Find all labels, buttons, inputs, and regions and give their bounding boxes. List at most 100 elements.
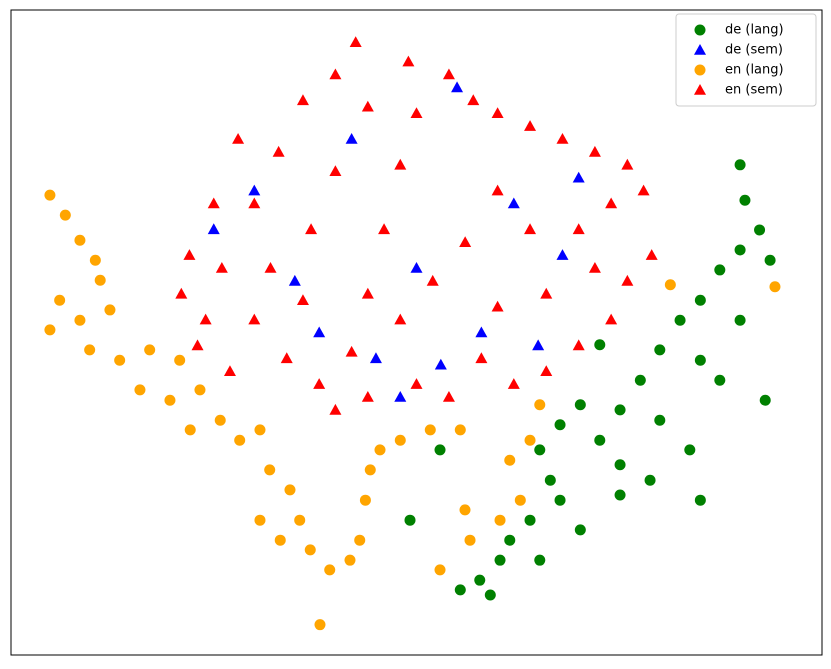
- triangle-point: [442, 391, 455, 402]
- circle-point: [769, 281, 781, 293]
- circle-point: [614, 404, 626, 416]
- triangle-point: [410, 107, 423, 118]
- triangle-point: [183, 249, 196, 260]
- triangle-point: [313, 326, 326, 338]
- triangle-point: [451, 81, 464, 93]
- circle-point: [54, 294, 66, 306]
- circle-point: [734, 159, 746, 171]
- triangle-point: [637, 184, 650, 196]
- circle-point: [374, 444, 386, 456]
- triangle-point: [232, 133, 245, 144]
- triangle-point: [248, 184, 261, 196]
- triangle-point: [540, 287, 553, 299]
- circle-point: [494, 514, 506, 526]
- triangle-point: [475, 352, 488, 364]
- circle-point: [274, 534, 286, 546]
- circle-point: [264, 464, 276, 476]
- triangle-point: [694, 44, 706, 55]
- circle-point: [694, 494, 706, 506]
- circle-point: [494, 554, 506, 566]
- triangle-point: [349, 36, 362, 48]
- circle-point: [484, 589, 496, 601]
- circle-point: [759, 394, 771, 406]
- triangle-point: [191, 339, 204, 351]
- triangle-point: [588, 145, 601, 157]
- circle-point: [394, 434, 406, 446]
- circle-point: [254, 514, 266, 526]
- circle-point: [714, 374, 726, 386]
- circle-point: [184, 424, 196, 436]
- circle-point: [694, 24, 706, 36]
- circle-point: [214, 414, 226, 426]
- triangle-point: [410, 378, 423, 389]
- circle-point: [594, 434, 606, 446]
- circle-point: [524, 514, 536, 526]
- triangle-point: [305, 223, 318, 235]
- circle-point: [524, 434, 536, 446]
- circle-point: [284, 484, 296, 496]
- circle-point: [734, 314, 746, 326]
- legend-label: de (lang): [725, 23, 784, 38]
- triangle-point: [288, 274, 301, 286]
- triangle-point: [369, 352, 382, 364]
- circle-point: [164, 394, 176, 406]
- legend-label: en (lang): [725, 63, 784, 78]
- triangle-point: [459, 236, 472, 247]
- circle-point: [694, 354, 706, 366]
- circle-point: [734, 244, 746, 256]
- triangle-point: [491, 300, 504, 312]
- triangle-point: [272, 145, 285, 157]
- triangle-point: [199, 313, 212, 325]
- circle-point: [234, 434, 246, 446]
- triangle-point: [361, 100, 374, 112]
- triangle-point: [345, 133, 358, 144]
- triangle-point: [532, 339, 545, 351]
- triangle-point: [402, 55, 415, 67]
- triangle-point: [248, 313, 261, 325]
- circle-point: [534, 444, 546, 456]
- circle-point: [534, 399, 546, 411]
- triangle-point: [345, 345, 358, 357]
- circle-point: [104, 304, 116, 316]
- circle-point: [84, 344, 96, 356]
- circle-point: [574, 399, 586, 411]
- circle-point: [754, 224, 766, 236]
- legend-label: en (sem): [725, 83, 783, 98]
- triangle-point: [215, 262, 228, 273]
- triangle-point: [556, 133, 569, 144]
- circle-point: [534, 554, 546, 566]
- triangle-point: [645, 249, 658, 260]
- circle-point: [684, 444, 696, 456]
- legend-label: de (sem): [725, 43, 783, 58]
- circle-point: [764, 254, 776, 266]
- circle-point: [74, 314, 86, 326]
- triangle-point: [491, 184, 504, 196]
- circle-point: [454, 584, 466, 596]
- circle-point: [694, 294, 706, 306]
- circle-point: [44, 189, 56, 201]
- legend: de (lang) de (sem) en (lang) en (sem): [675, 13, 817, 107]
- circle-point: [654, 344, 666, 356]
- triangle-point: [329, 165, 342, 177]
- triangle-point: [572, 223, 585, 235]
- circle-point: [614, 459, 626, 471]
- circle-point: [664, 279, 676, 291]
- circle-point: [454, 424, 466, 436]
- triangle-point: [296, 94, 309, 106]
- triangle-point: [572, 171, 585, 183]
- circle-point: [594, 339, 606, 351]
- triangle-point: [248, 197, 261, 209]
- circle-point: [654, 414, 666, 426]
- circle-point: [434, 444, 446, 456]
- circle-point: [644, 474, 656, 486]
- circle-point: [254, 424, 266, 436]
- circle-point: [304, 544, 316, 556]
- triangle-point: [572, 339, 585, 351]
- circle-point: [359, 494, 371, 506]
- triangle-point: [378, 223, 391, 235]
- circle-point: [554, 494, 566, 506]
- circle-point: [404, 514, 416, 526]
- triangle-point: [588, 262, 601, 273]
- circle-point: [504, 534, 516, 546]
